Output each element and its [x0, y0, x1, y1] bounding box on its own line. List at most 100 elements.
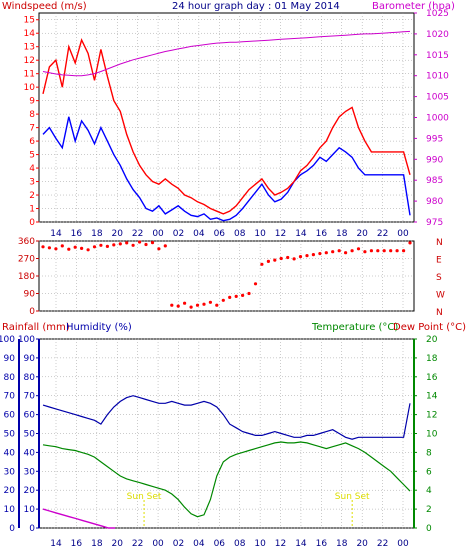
- direction-point: [105, 244, 109, 248]
- sunset-label: Sun Set: [335, 492, 370, 502]
- barometer-tick-label: 995: [426, 134, 443, 144]
- climate-x-tick-label: 22: [132, 539, 143, 549]
- temperature-tick-label: 10: [426, 430, 438, 440]
- direction-point: [54, 247, 58, 251]
- temperature-tick-label: 8: [426, 448, 432, 458]
- rainfall-tick-label: 70: [4, 392, 16, 402]
- wind-left-tick-label: 12: [24, 56, 35, 66]
- rainfall-tick-label: 80: [4, 373, 16, 383]
- rainfall-tick-label: 100: [0, 335, 15, 345]
- direction-point: [131, 243, 135, 247]
- barometer-tick-label: 990: [426, 155, 443, 165]
- direction-point: [208, 300, 212, 304]
- temperature-tick-label: 4: [426, 486, 432, 496]
- temperature-tick-label: 18: [426, 354, 438, 364]
- windspeed-line: [42, 116, 411, 222]
- humidity-tick-label: 0: [29, 524, 35, 534]
- wind-x-tick-label: 14: [295, 229, 307, 239]
- rainfall-tick-label: 60: [4, 411, 16, 421]
- wind-x-tick-label: 18: [91, 229, 103, 239]
- direction-point: [324, 251, 328, 255]
- rainfall-tick-label: 30: [4, 467, 16, 477]
- climate-x-tick-label: 16: [71, 539, 83, 549]
- wind-left-tick-label: 1: [29, 205, 35, 215]
- direction-point: [305, 254, 309, 258]
- compass-label: E: [436, 256, 442, 266]
- direction-point: [395, 249, 399, 253]
- direction-tick-label: 90: [24, 290, 36, 300]
- wind-left-tick-label: 11: [24, 70, 35, 80]
- windspeed-axis-label: Windspeed (m/s): [2, 1, 87, 12]
- compass-label: W: [436, 291, 445, 301]
- barometer-tick-label: 1000: [426, 114, 449, 124]
- climate-x-tick-label: 12: [275, 539, 286, 549]
- climate-x-tick-label: 14: [295, 539, 307, 549]
- barometer-tick-label: 1020: [426, 30, 449, 40]
- barometer-tick-label: 1005: [426, 93, 449, 103]
- climate-x-tick-label: 08: [234, 539, 246, 549]
- wind-left-tick-label: 15: [24, 16, 35, 26]
- climate-x-tick-label: 00: [152, 539, 164, 549]
- wind-x-tick-label: 00: [152, 229, 164, 239]
- direction-point: [292, 257, 296, 261]
- direction-point: [60, 244, 64, 248]
- wind-x-tick-label: 22: [132, 229, 143, 239]
- direction-point: [118, 242, 122, 246]
- wind-x-tick-label: 16: [71, 229, 83, 239]
- direction-point: [253, 282, 258, 286]
- rainfall-axis-label: Rainfall (mm): [2, 322, 70, 333]
- direction-point: [150, 241, 155, 245]
- compass-label: N: [436, 308, 443, 318]
- barometer-tick-label: 980: [426, 197, 443, 207]
- temperature-tick-label: 6: [426, 467, 432, 477]
- barometer-tick-label: 975: [426, 218, 443, 228]
- temperature-axis-label: Temperature (°C): [311, 322, 398, 333]
- direction-point: [189, 305, 193, 309]
- humidity-tick-label: 90: [24, 354, 36, 364]
- direction-point: [163, 244, 167, 248]
- climate-x-tick-label: 20: [356, 539, 368, 549]
- direction-point: [369, 249, 373, 253]
- barometer-tick-label: 1025: [426, 9, 449, 19]
- climate-x-tick-label: 02: [173, 539, 184, 549]
- direction-point: [92, 245, 97, 249]
- direction-point: [138, 240, 142, 244]
- direction-point: [266, 259, 270, 263]
- direction-point: [67, 247, 71, 251]
- wind-left-tick-label: 4: [29, 164, 35, 174]
- direction-point: [183, 301, 187, 305]
- direction-point: [344, 251, 348, 255]
- wind-x-tick-label: 00: [397, 229, 409, 239]
- wind-left-tick-label: 8: [29, 110, 35, 120]
- direction-point: [382, 249, 386, 253]
- direction-point: [112, 243, 116, 247]
- direction-point: [311, 253, 315, 257]
- wind-x-tick-label: 06: [214, 229, 226, 239]
- climate-x-tick-label: 10: [254, 539, 266, 549]
- direction-tick-label: 0: [29, 307, 35, 317]
- direction-point: [86, 248, 90, 252]
- direction-point: [273, 258, 277, 262]
- direction-point: [234, 294, 238, 298]
- humidity-tick-label: 30: [24, 467, 36, 477]
- wind-left-tick-label: 14: [24, 29, 36, 39]
- humidity-line: [42, 395, 411, 440]
- temperature-tick-label: 2: [426, 505, 432, 515]
- climate-x-tick-label: 14: [50, 539, 62, 549]
- barometer-tick-label: 985: [426, 176, 443, 186]
- temperature-tick-label: 0: [426, 524, 432, 534]
- direction-point: [408, 241, 412, 245]
- direction-point: [298, 255, 303, 259]
- temperature-tick-label: 14: [426, 392, 438, 402]
- humidity-tick-label: 100: [18, 335, 35, 345]
- rainfall-tick-label: 90: [4, 354, 16, 364]
- direction-tick-label: 180: [18, 272, 35, 282]
- climate-x-tick-label: 16: [316, 539, 328, 549]
- wind-x-tick-label: 20: [112, 229, 124, 239]
- rainfall-tick-label: 40: [4, 448, 16, 458]
- wind-x-tick-label: 22: [377, 229, 388, 239]
- humidity-tick-label: 60: [24, 411, 36, 421]
- direction-point: [241, 293, 245, 297]
- direction-point: [41, 245, 45, 249]
